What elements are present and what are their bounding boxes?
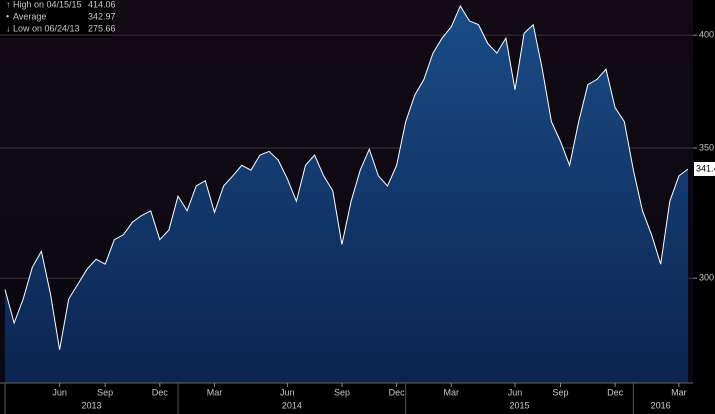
x-tick-label: Sep [97, 387, 113, 397]
legend-text: High on 04/15/15 [13, 0, 82, 9]
year-label: 2014 [282, 400, 302, 410]
legend-text: Average [13, 11, 46, 21]
legend-value: 342.97 [88, 11, 116, 21]
y-tick-label: 350 [699, 142, 714, 152]
x-tick-label: Mar [207, 387, 223, 397]
legend-value: 414.06 [88, 0, 116, 9]
year-label: 2016 [651, 400, 671, 410]
x-tick-label: Mar [671, 387, 687, 397]
y-tick-label: 300 [699, 273, 714, 283]
legend-symbol: • [6, 11, 9, 21]
y-tick-label: 400 [699, 30, 714, 40]
year-label: 2013 [81, 400, 101, 410]
year-label: 2015 [510, 400, 530, 410]
last-value-label: 341.4 [696, 163, 715, 173]
x-tick-label: Dec [152, 387, 169, 397]
legend-symbol: ↓ [6, 23, 11, 33]
x-tick-label: Dec [607, 387, 624, 397]
area-fill [5, 6, 688, 383]
axis-background [693, 0, 715, 414]
legend-text: Low on 06/24/13 [13, 23, 80, 33]
legend-value: 275.66 [88, 23, 116, 33]
x-tick-label: Jun [508, 387, 523, 397]
x-tick-label: Mar [443, 387, 459, 397]
legend-symbol: ↑ [6, 0, 11, 9]
last-value-tag [694, 161, 715, 176]
legend-box [0, 0, 112, 38]
legend: ↑ High on 04/15/15 414.06 • Average 342.97 ↓ Lo… [0, 0, 116, 38]
line [4, 4, 689, 350]
x-tick-label: Sep [552, 387, 568, 397]
x-tick-label: Jun [280, 387, 295, 397]
x-tick-label: Jun [52, 387, 67, 397]
x-tick-label: Dec [389, 387, 406, 397]
x-tick-label: Sep [334, 387, 350, 397]
